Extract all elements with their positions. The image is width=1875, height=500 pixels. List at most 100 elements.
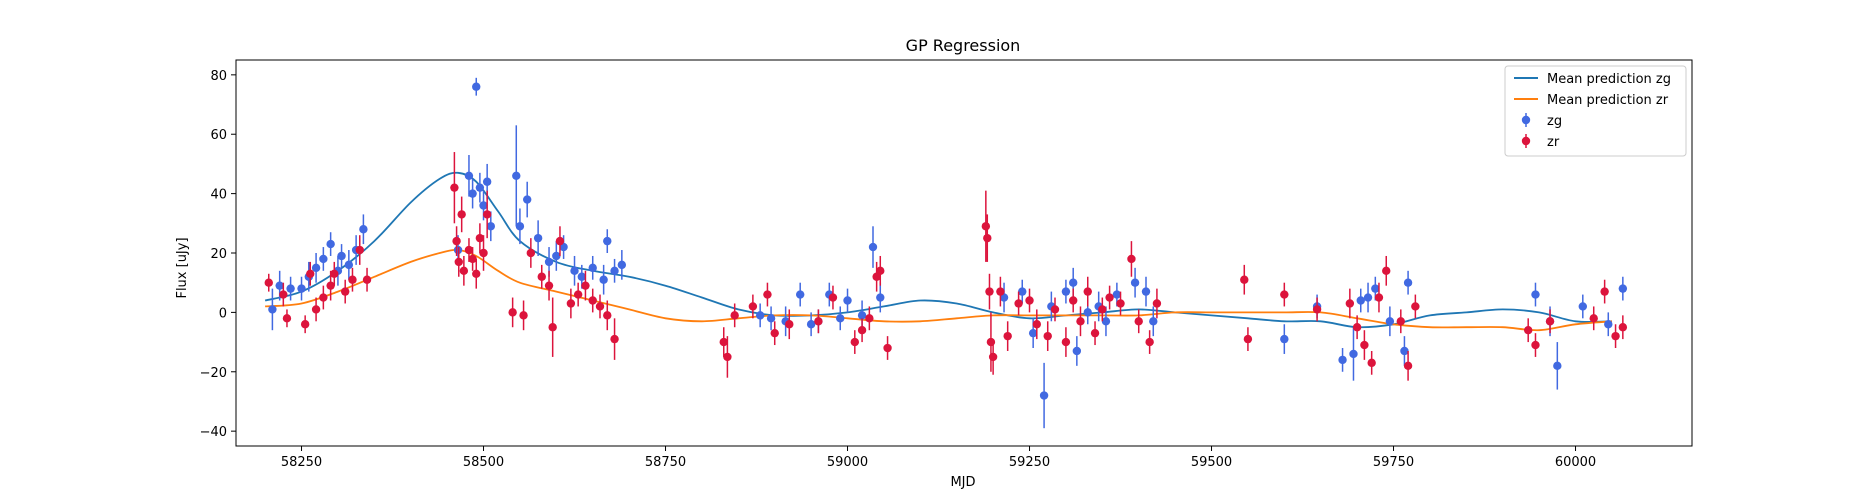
data-point-zr bbox=[1152, 299, 1162, 308]
data-point-zg bbox=[486, 222, 495, 231]
data-point-zg bbox=[479, 201, 488, 210]
data-point-zr bbox=[1611, 331, 1620, 341]
data-point-zg bbox=[857, 311, 867, 320]
data-point-zg bbox=[1531, 290, 1540, 299]
data-point-zg bbox=[1604, 320, 1613, 329]
data-point-zg bbox=[1371, 284, 1380, 293]
data-point-zr bbox=[981, 222, 991, 231]
data-point-zg bbox=[1112, 290, 1122, 299]
data-point-zr bbox=[770, 328, 779, 338]
data-point-zr bbox=[519, 311, 528, 320]
data-point-zr bbox=[1360, 340, 1369, 350]
data-point-zr bbox=[988, 352, 998, 362]
data-point-zg bbox=[1141, 287, 1151, 296]
data-point-zr bbox=[1127, 254, 1136, 264]
data-point-zr bbox=[730, 311, 739, 320]
x-tick-label: 60000 bbox=[1555, 455, 1596, 470]
x-tick-label: 59000 bbox=[827, 455, 868, 470]
data-point-zg bbox=[1069, 278, 1078, 287]
data-point-zr bbox=[1116, 299, 1125, 308]
data-point-zg bbox=[766, 314, 776, 323]
data-point-zr bbox=[300, 320, 310, 329]
data-point-zr bbox=[850, 337, 859, 347]
data-point-zg bbox=[1385, 317, 1395, 326]
data-point-zr bbox=[1589, 314, 1598, 323]
y-axis: −40 −20 0 20 40 60 80 bbox=[200, 69, 236, 440]
data-point-zr bbox=[544, 281, 554, 290]
data-point-zr bbox=[555, 236, 565, 246]
data-point-zr bbox=[311, 305, 321, 314]
data-point-zg bbox=[1553, 361, 1562, 371]
data-point-zg bbox=[468, 189, 477, 198]
legend-label: zg bbox=[1547, 114, 1562, 129]
data-point-zr bbox=[1396, 317, 1406, 326]
data-point-zr bbox=[1352, 323, 1362, 332]
data-point-zr bbox=[566, 299, 576, 308]
data-point-zr bbox=[348, 275, 357, 284]
data-point-zg bbox=[1101, 317, 1111, 326]
data-point-zr bbox=[610, 334, 619, 344]
plot-area bbox=[264, 77, 1628, 429]
data-point-zg bbox=[326, 239, 335, 249]
data-point-zr bbox=[588, 296, 597, 305]
data-points bbox=[264, 77, 1628, 429]
legend-label: Mean prediction zg bbox=[1547, 72, 1671, 87]
data-point-zr bbox=[1531, 340, 1540, 350]
data-point-zr bbox=[1134, 317, 1143, 326]
data-point-zg bbox=[570, 266, 579, 276]
data-point-zr bbox=[857, 326, 867, 335]
data-point-zg bbox=[617, 260, 627, 270]
y-axis-label: Flux [uJy] bbox=[175, 237, 190, 298]
x-tick-label: 59250 bbox=[1009, 455, 1050, 470]
legend-label: zr bbox=[1547, 135, 1560, 150]
data-point-zg bbox=[297, 284, 306, 293]
data-point-zr bbox=[986, 337, 996, 347]
data-point-zr bbox=[1076, 317, 1085, 326]
x-tick-label: 58750 bbox=[645, 455, 686, 470]
data-point-zg bbox=[515, 222, 525, 231]
y-tick-label: 40 bbox=[210, 188, 227, 203]
data-point-zr bbox=[581, 281, 590, 290]
data-point-zg bbox=[523, 195, 532, 204]
data-point-zr bbox=[883, 343, 892, 353]
data-point-zr bbox=[454, 257, 463, 267]
data-point-zg bbox=[577, 272, 586, 281]
data-point-zg bbox=[1400, 346, 1409, 356]
data-point-zr bbox=[341, 287, 350, 296]
data-point-zr bbox=[468, 254, 477, 264]
data-point-zr bbox=[1411, 302, 1420, 311]
data-point-zr bbox=[459, 266, 469, 276]
data-point-zg bbox=[603, 236, 612, 246]
data-point-zg bbox=[475, 183, 485, 192]
data-point-zg bbox=[1338, 355, 1347, 365]
data-point-zr bbox=[1312, 305, 1322, 314]
data-point-zr bbox=[1090, 328, 1100, 338]
data-point-zr bbox=[1524, 326, 1533, 335]
data-point-zr bbox=[983, 233, 992, 243]
data-point-zg bbox=[359, 225, 368, 234]
data-point-zg bbox=[268, 305, 277, 314]
data-point-zg bbox=[588, 263, 597, 273]
data-point-zr bbox=[748, 302, 758, 311]
data-point-zr bbox=[537, 272, 546, 281]
data-point-zr bbox=[763, 290, 772, 299]
data-point-zg bbox=[836, 314, 845, 323]
data-point-zg bbox=[755, 311, 765, 320]
data-point-zg bbox=[482, 177, 492, 186]
data-point-zg bbox=[599, 275, 608, 284]
data-point-zr bbox=[326, 281, 335, 290]
data-point-zr bbox=[1050, 305, 1060, 314]
data-point-zr bbox=[1043, 331, 1052, 341]
data-point-zr bbox=[595, 302, 605, 311]
data-point-zr bbox=[1280, 290, 1289, 299]
data-point-zr bbox=[526, 248, 536, 258]
y-tick-label: 80 bbox=[210, 69, 227, 84]
data-point-zg bbox=[286, 284, 295, 293]
legend-label: Mean prediction zr bbox=[1547, 93, 1669, 108]
data-point-zg bbox=[552, 251, 561, 261]
data-point-zg bbox=[472, 82, 481, 91]
data-point-zr bbox=[319, 293, 328, 302]
data-point-zr bbox=[1014, 299, 1023, 308]
data-point-zr bbox=[464, 245, 474, 255]
x-tick-label: 58500 bbox=[463, 455, 504, 470]
